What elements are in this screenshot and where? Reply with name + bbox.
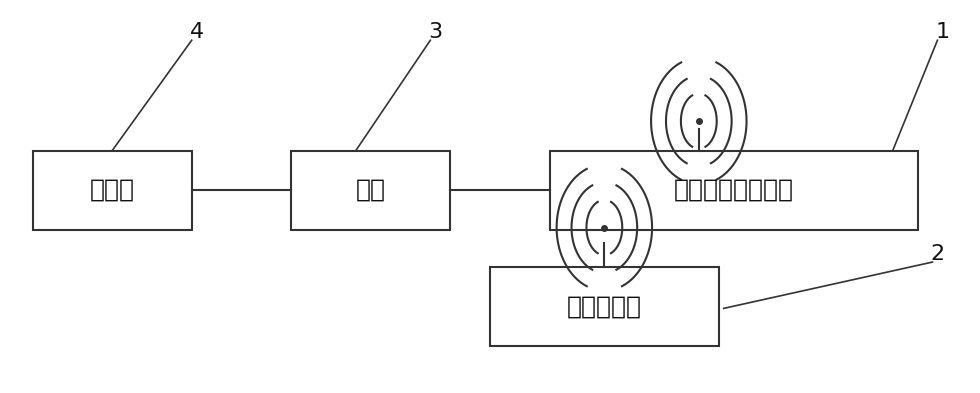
- Text: 4: 4: [189, 22, 204, 42]
- Text: 3: 3: [428, 22, 442, 42]
- Text: 体外程控仪: 体外程控仪: [566, 294, 642, 318]
- Bar: [32, 151, 192, 230]
- Text: 1: 1: [935, 22, 950, 42]
- Bar: [291, 151, 450, 230]
- Text: 2: 2: [930, 244, 945, 264]
- Bar: [550, 151, 917, 230]
- Text: 眼外肌: 眼外肌: [89, 178, 134, 202]
- Text: 电极: 电极: [356, 178, 386, 202]
- Text: 植入式脉冲发生器: 植入式脉冲发生器: [673, 178, 794, 202]
- Bar: [490, 267, 718, 346]
